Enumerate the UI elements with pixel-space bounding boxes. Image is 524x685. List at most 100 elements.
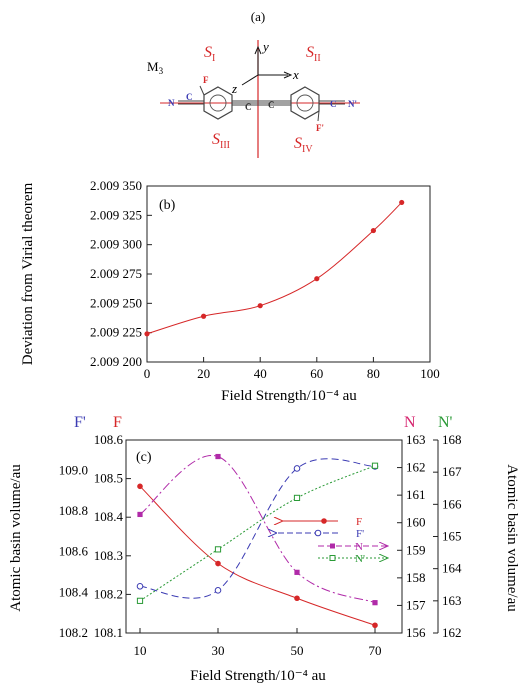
atom-C2-prime-label: C [268, 100, 275, 110]
panel-c-y-tick-label-n-prime: 162 [442, 625, 462, 640]
panel-c-y-tick-label-n: 159 [406, 542, 426, 557]
panel-c-y-tick-label-f: 108.5 [94, 471, 123, 486]
atom-C2-label: C [245, 102, 252, 112]
panel-c-y-tick-label-n: 163 [406, 432, 426, 447]
panel-c-series [136, 453, 379, 629]
panel-a-label: (a) [251, 9, 265, 24]
bond-right-F [317, 110, 320, 122]
region-s2-label: SII [306, 44, 321, 64]
bond-left-F [199, 85, 205, 96]
panel-c-point-N [294, 569, 300, 575]
panel-c-x-tick-label: 70 [369, 643, 382, 658]
panel-c-y-tick-label-f-prime: 108.4 [59, 584, 89, 599]
panel-c-y-tick-label-n-prime: 167 [442, 464, 462, 479]
panel-b-x-tick-label: 40 [254, 366, 267, 381]
panel-c-point-N-prime [293, 494, 301, 501]
panel-c-y-tick-label-f: 108.3 [94, 548, 123, 563]
axis-header-F-prime: F' [74, 414, 86, 431]
panel-c-point-N-prime [136, 597, 144, 604]
x-arrowhead [283, 71, 293, 79]
panel-c-left-y-axis-title: Atomic basin volume/au [8, 464, 24, 612]
panel-b-y-axis-title: Deviation from Virial theorem [20, 182, 36, 365]
panel-c-point-F-prime [136, 582, 144, 590]
panel-c-point-F [372, 622, 378, 629]
panel-b-series-line [146, 202, 403, 335]
panel-b-chart: (b) 0 20 40 60 80 100 2.009 200 2.009 225 2.009 … [20, 178, 440, 404]
z-axis-arrow [241, 74, 259, 86]
panel-c-point-N [372, 600, 378, 606]
panel-c-y-tick-label-n: 157 [406, 597, 426, 612]
axis-header-N: N [404, 414, 416, 431]
atom-N-prime-label: N' [348, 99, 357, 109]
legend-label-N-prime: N' [355, 553, 365, 565]
panel-c-series-line-N [139, 455, 376, 604]
panel-b-label: (b) [159, 198, 176, 213]
panel-c-series-line-F-prime [139, 458, 376, 599]
panel-b-y-tick-label: 2.009 275 [90, 266, 142, 281]
panel-c-legend: F F' N N' [276, 516, 388, 565]
panel-c-y-tick-label-n: 158 [406, 570, 426, 585]
legend-marker-F [321, 518, 327, 524]
panel-b-data-point [257, 303, 263, 309]
panel-c-point-N [215, 453, 221, 460]
legend-label-F-prime: F' [356, 528, 364, 540]
panel-c-chart: (c) F' F N N' 10 30 50 70 109.0 108.8 108.6 108… [8, 414, 520, 684]
panel-b-series [144, 199, 405, 337]
panel-c-label: (c) [136, 450, 152, 465]
panel-b-y-tick-label: 2.009 225 [90, 325, 142, 340]
panel-b-x-tick-label: 0 [144, 366, 151, 381]
panel-c-y-tick-label-n-prime: 163 [442, 593, 462, 608]
panel-b-x-tick-label: 60 [310, 366, 323, 381]
atom-N-label: N [168, 98, 175, 108]
y-arrowhead [254, 45, 262, 55]
panel-c-point-F [294, 595, 300, 602]
panel-b-data-point [314, 276, 320, 282]
panel-c-y-tick-label-f: 108.1 [94, 625, 123, 640]
panel-c-y-tick-label-n-prime: 168 [442, 432, 462, 447]
panel-c-y-tick-label-n: 161 [406, 487, 426, 502]
right-ring-aromatic-circle [296, 94, 314, 112]
panel-b-data-point [370, 227, 376, 234]
panel-b-y-tick-label: 2.009 250 [90, 295, 142, 310]
panel-c-y-tick-label-n-prime: 166 [442, 496, 462, 511]
panel-c-point-F [137, 483, 143, 490]
panel-b-x-axis-title: Field Strength/10⁻⁴ au [221, 388, 357, 404]
panel-c-y-tick-label-n: 162 [406, 460, 426, 475]
axis-header-N-prime: N' [438, 414, 453, 431]
panel-c-ticks: 10 30 50 70 109.0 108.8 108.6 108.4 108.2 108.6 10… [59, 432, 462, 658]
panel-c-x-tick-label: 50 [291, 643, 304, 658]
panel-c-y-tick-label-f-prime: 109.0 [59, 462, 88, 477]
m3-label: M3 [147, 59, 164, 76]
legend-marker-N [330, 543, 335, 549]
panel-c-series-line-N-prime [139, 465, 376, 602]
legend-marker-N-prime [329, 555, 336, 561]
panel-b-data-point [399, 199, 405, 206]
panel-b-y-tick-label: 2.009 200 [90, 354, 142, 369]
panel-c-y-tick-label-n: 156 [406, 625, 426, 640]
panel-c-point-F-prime [293, 465, 301, 472]
left-ring-aromatic-circle [209, 94, 227, 112]
panel-c-y-tick-label-n-prime: 165 [442, 529, 462, 544]
panel-c-point-N [137, 511, 143, 518]
panel-c-point-F-prime [214, 587, 222, 594]
panel-c-y-tick-label-f-prime: 108.6 [59, 544, 89, 559]
panel-b-y-tick-label: 2.009 300 [90, 237, 142, 252]
region-s3-label: SIII [212, 131, 230, 151]
region-s4-label: SIV [294, 135, 313, 155]
panel-c-y-tick-label-n: 160 [406, 515, 426, 530]
panel-b-plot-frame [146, 185, 431, 363]
panel-b-x-tick-label: 20 [197, 366, 210, 381]
panel-c-y-tick-label-f-prime: 108.2 [59, 625, 88, 640]
panel-c-y-tick-label-f: 108.2 [94, 586, 123, 601]
legend-label-N: N [355, 541, 363, 553]
panel-c-x-tick-label: 30 [212, 643, 225, 658]
atom-F-prime-label: F' [316, 123, 324, 133]
x-axis-letter: x [292, 67, 299, 82]
atom-C1-prime-label: C [330, 99, 337, 109]
panel-b-y-tick-label: 2.009 325 [90, 207, 142, 222]
legend-marker-F-prime [314, 529, 322, 537]
panel-c-y-tick-label-f-prime: 108.8 [59, 503, 88, 518]
atom-F-label: F [203, 75, 209, 85]
right-benzene-ring [290, 86, 320, 120]
